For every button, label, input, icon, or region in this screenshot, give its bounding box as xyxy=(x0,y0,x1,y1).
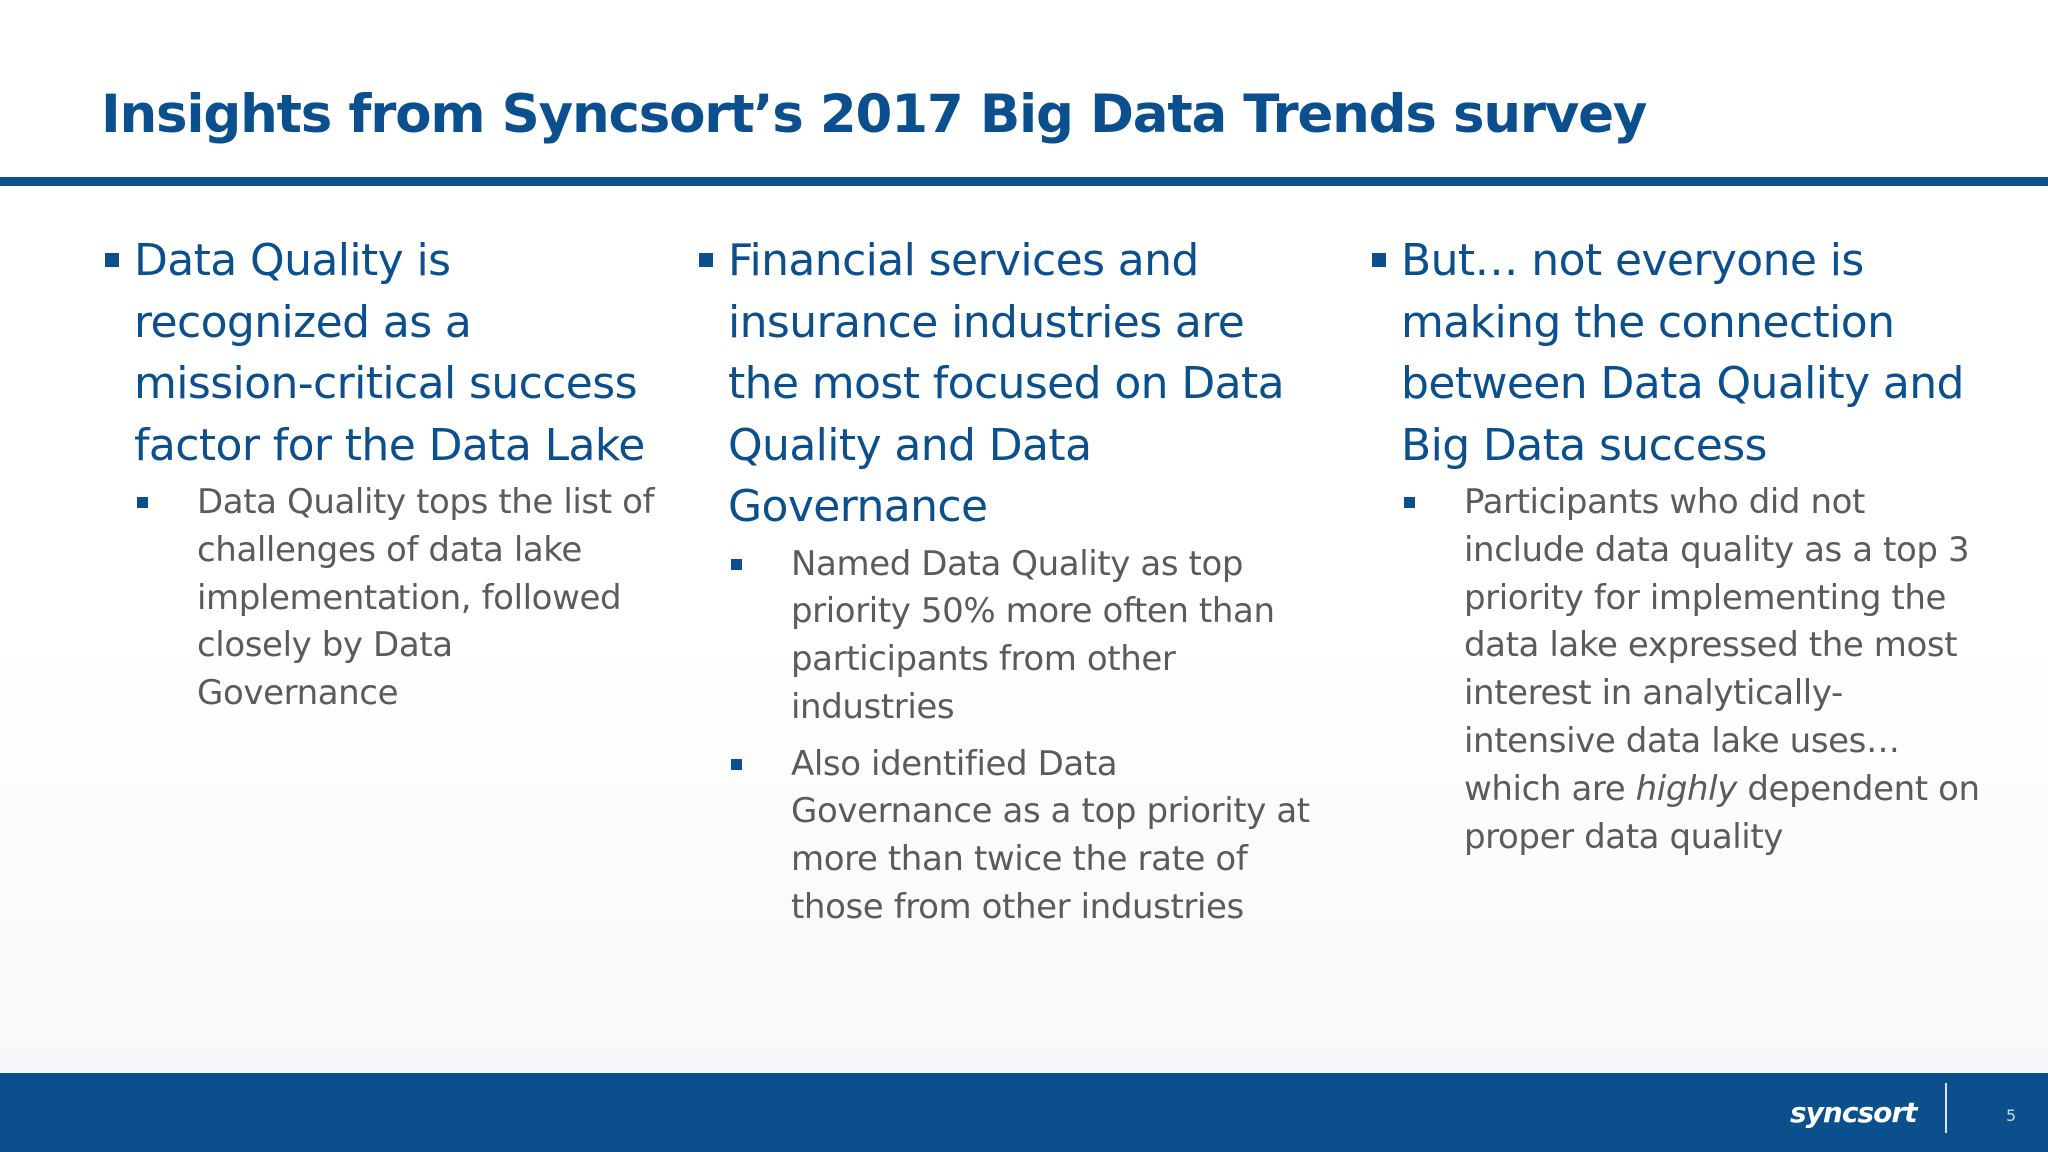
main-bullet: Financial services and insurance industr… xyxy=(697,230,1327,538)
title-divider xyxy=(0,177,2048,186)
sub-bullet: Participants who did not include data qu… xyxy=(1370,479,1990,861)
square-bullet-icon xyxy=(699,253,713,267)
column-data-quality: Data Quality is recognized as a mission-… xyxy=(103,230,663,727)
main-bullet: Data Quality is recognized as a mission-… xyxy=(103,230,663,476)
sub-bullet-text: Data Quality tops the list of challenges… xyxy=(197,482,655,714)
syncsort-logo: syncsort xyxy=(1790,1096,1918,1129)
sub-bullet: Also identified Data Governance as a top… xyxy=(697,741,1327,932)
square-bullet-icon xyxy=(137,497,148,508)
slide-title: Insights from Syncsort’s 2017 Big Data T… xyxy=(101,84,1647,145)
main-bullet-text: Financial services and insurance industr… xyxy=(728,235,1285,532)
emphasis-text: highly xyxy=(1635,768,1738,809)
sub-bullet-list: Named Data Quality as top priority 50% m… xyxy=(697,541,1327,932)
main-bullet-text: But… not everyone is making the connecti… xyxy=(1401,235,1964,471)
square-bullet-icon xyxy=(1372,253,1386,267)
column-not-everyone: But… not everyone is making the connecti… xyxy=(1370,230,1990,870)
sub-bullet: Named Data Quality as top priority 50% m… xyxy=(697,541,1327,732)
sub-bullet-list: Participants who did not include data qu… xyxy=(1370,479,1990,861)
sub-bullet-list: Data Quality tops the list of challenges… xyxy=(103,479,663,718)
square-bullet-icon xyxy=(1404,497,1415,508)
column-financial-services: Financial services and insurance industr… xyxy=(697,230,1327,941)
footer-bar xyxy=(0,1073,2048,1152)
square-bullet-icon xyxy=(731,758,742,770)
sub-bullet-text-start: Participants who did not include data qu… xyxy=(1464,482,1970,809)
square-bullet-icon xyxy=(105,253,119,267)
sub-bullet-text: Named Data Quality as top priority 50% m… xyxy=(791,543,1275,727)
sub-bullet: Data Quality tops the list of challenges… xyxy=(103,479,663,718)
footer-divider xyxy=(1945,1083,1947,1133)
sub-bullet-text: Also identified Data Governance as a top… xyxy=(791,743,1310,928)
page-number: 5 xyxy=(2006,1106,2017,1125)
sub-bullet-text-end: dependent on proper data quality xyxy=(1464,768,1980,857)
main-bullet: But… not everyone is making the connecti… xyxy=(1370,230,1990,476)
square-bullet-icon xyxy=(731,558,742,570)
main-bullet-text: Data Quality is recognized as a mission-… xyxy=(134,235,645,471)
sub-bullet-text: Participants who did not include data qu… xyxy=(1464,482,1980,857)
